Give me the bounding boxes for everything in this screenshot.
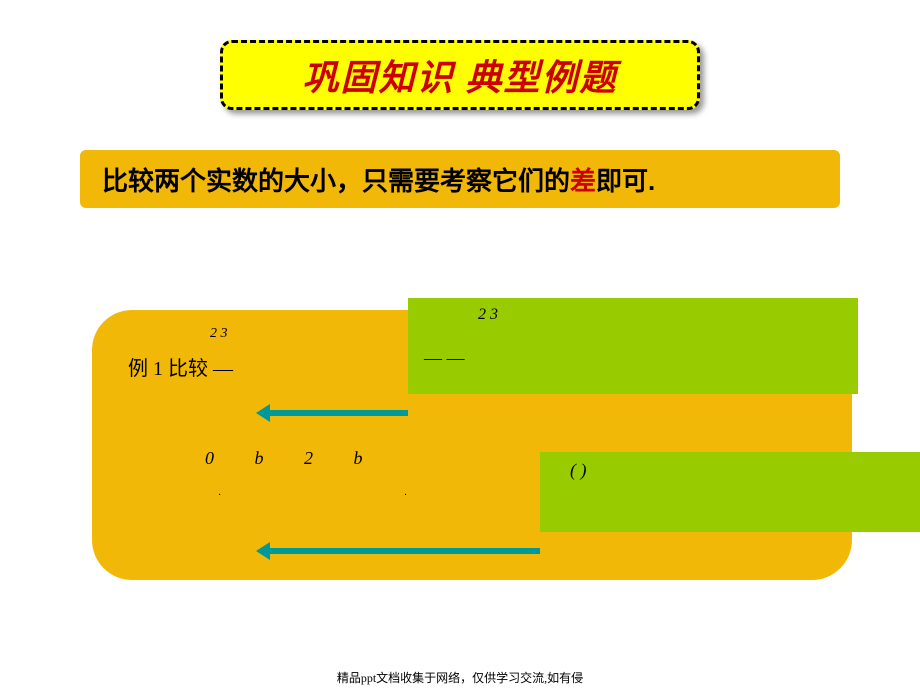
solution-overlay-1 (408, 298, 858, 394)
solution-overlay-2 (540, 452, 920, 532)
arrow-icon-2 (268, 548, 540, 554)
subtitle-suffix: 即可. (596, 166, 655, 196)
title-text: 巩固知识 典型例题 (302, 49, 617, 101)
solution-text-1a: 2 3 (478, 306, 498, 324)
math-expression-row: 0 b 2 b (205, 448, 381, 469)
fraction-hint-1: 2 3 (210, 326, 228, 342)
title-banner: 巩固知识 典型例题 (220, 40, 700, 110)
footer-text: 精品ppt文档收集于网络，仅供学习交流,如有侵 (0, 669, 920, 686)
example-1-label: 例 1 比较 — (128, 352, 233, 381)
solution-text-2: ( ) (570, 460, 587, 481)
subtitle-prefix: 比较两个实数的大小，只需要考察它们的 (102, 166, 570, 196)
arrow-icon-1 (268, 410, 408, 416)
subtitle-highlight: 差 (570, 166, 596, 196)
subtitle-content: 比较两个实数的大小，只需要考察它们的差即可. (102, 161, 655, 198)
subtitle-box: 比较两个实数的大小，只需要考察它们的差即可. (80, 150, 840, 208)
small-hints: · · (218, 490, 497, 501)
solution-text-1b: — — (424, 348, 465, 369)
